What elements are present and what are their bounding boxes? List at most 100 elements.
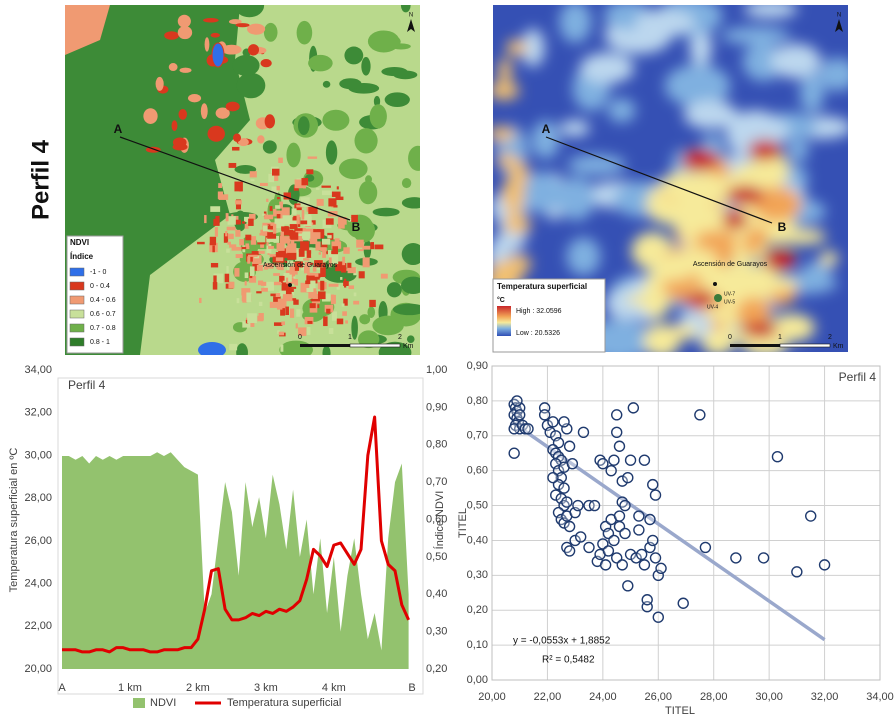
map-patch [237,298,240,303]
map-patch [201,103,208,119]
point [656,563,666,573]
map-patch [351,316,358,340]
map-patch [327,235,331,238]
point [559,483,569,493]
map-patch [326,309,330,314]
map-patch [226,249,230,253]
heat-blob [489,261,514,278]
point [642,595,652,605]
map-patch [235,230,240,237]
map-patch [275,205,280,209]
map-patch [339,159,368,180]
map-patch [277,186,280,191]
map-patch [179,109,187,120]
map-patch [322,110,349,131]
map-patch [282,207,290,216]
scale-unit: Km [833,343,844,350]
map-patch [229,163,237,168]
map-patch [401,277,426,294]
point [590,501,600,511]
legend-label: NDVI [150,697,176,709]
map-patch [322,346,330,360]
heat-blob [764,249,796,272]
y2-tick-label: 0,40 [426,588,447,600]
map-patch [287,243,296,253]
x-tick-label: 34,00 [866,691,894,703]
heat-blob [651,257,694,280]
north-arrow: N [409,13,413,19]
map-patch [320,267,326,277]
map-patch [227,227,236,231]
map-patch [340,277,342,280]
map-patch [363,257,370,267]
map-patch [213,282,218,289]
heat-blob [800,74,824,113]
map-patch [242,221,245,223]
point [759,553,769,563]
map-patch [143,108,157,124]
x-tick-label: A [58,682,66,694]
map-patch [264,215,273,220]
map-patch [356,240,364,248]
map-patch [276,257,283,261]
heat-blob [690,211,726,232]
legend-label: 0.8 - 1 [90,339,110,346]
heat-blob [743,233,762,254]
heat-blob [506,40,527,56]
legend-swatch [133,698,145,708]
map-patch [329,284,339,287]
map-patch [204,215,206,223]
point-label: A [114,122,123,136]
point [678,598,688,608]
point [639,455,649,465]
point [609,535,619,545]
point [573,501,583,511]
legend-label: -1 - 0 [90,269,106,276]
point [772,452,782,462]
point [584,542,594,552]
y-axis-label: TITEL [457,508,469,538]
map-patch [179,68,191,73]
map-patch [259,233,265,235]
map-patch [211,33,220,38]
map-patch [335,238,340,244]
map-patch [250,171,257,177]
town-marker [288,283,292,287]
map-patch [260,244,264,248]
y-tick-label: 24,00 [24,577,52,589]
map-patch [381,67,407,76]
map-patch [333,205,337,207]
trend-r2: R² = 0,5482 [542,655,595,666]
heat-blob [502,177,524,211]
map-patch [326,218,334,224]
y-tick-label: 0,40 [467,534,488,546]
x-tick-label: 30,00 [755,691,783,703]
map-patch [229,344,237,350]
point-label: B [352,220,361,234]
map-patch [286,143,300,168]
x-tick-label: 4 km [322,682,346,694]
map-patch [322,190,332,195]
heat-blob [560,120,590,136]
legend-swatch [70,282,84,290]
point [623,473,633,483]
map-patch [270,206,273,211]
map-patch [293,276,295,278]
map-patch [210,206,220,212]
point [565,521,575,531]
map-patch [218,183,222,188]
y-tick-label: 0,70 [467,430,488,442]
map-patch [307,327,311,335]
map-patch [343,247,349,254]
point [614,511,624,521]
map-patch [259,302,262,306]
map-patch [286,287,292,294]
map-patch [387,282,402,297]
map-patch [188,94,201,102]
map-patch [266,199,268,202]
point [612,427,622,437]
map-patch [342,257,345,265]
point [576,532,586,542]
map-patch [205,37,210,51]
point [606,466,616,476]
